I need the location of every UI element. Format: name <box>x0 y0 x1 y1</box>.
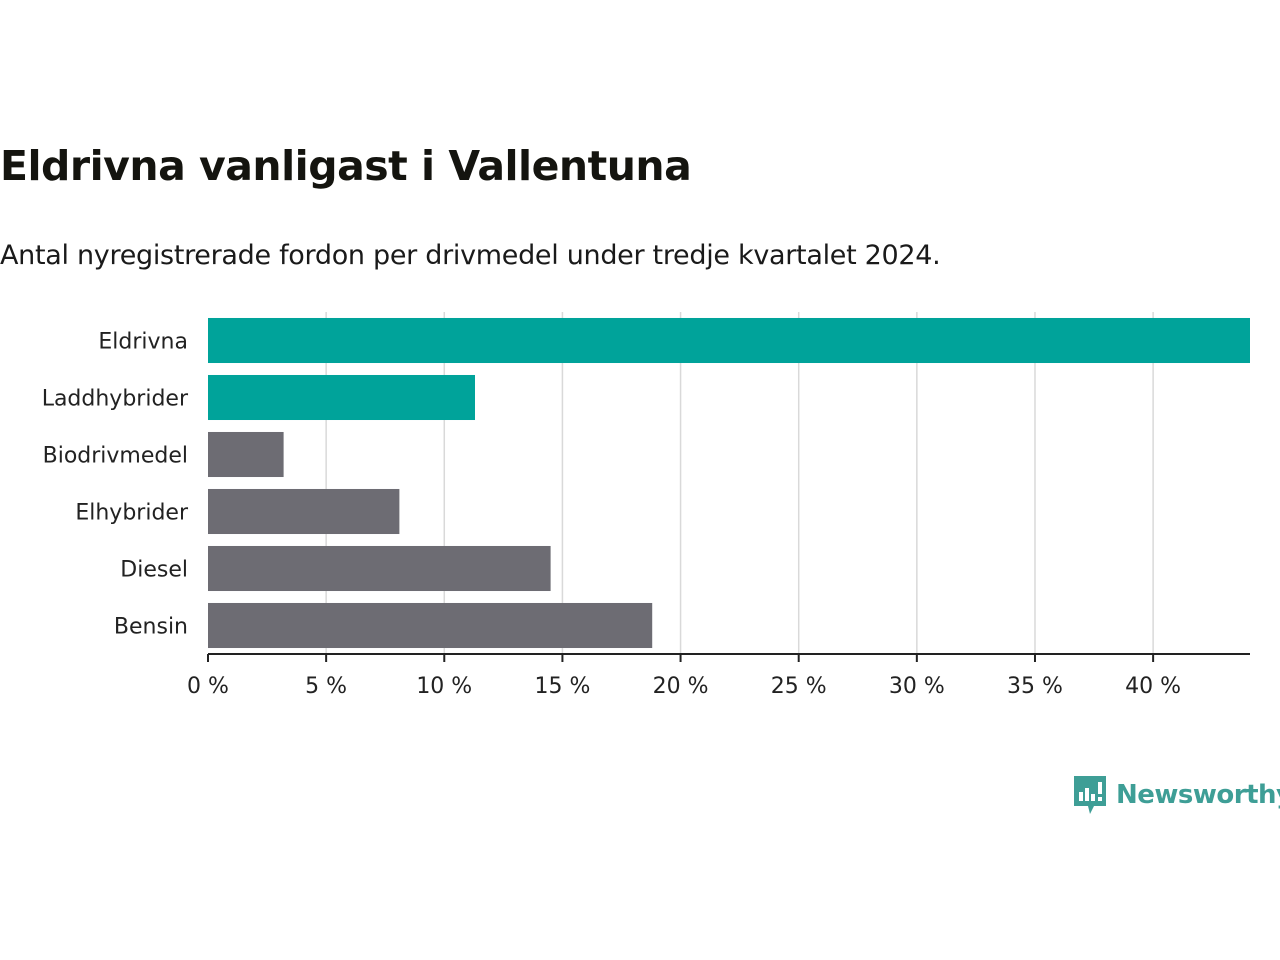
category-label: Diesel <box>120 558 188 583</box>
bar-diesel <box>208 545 551 592</box>
x-tick-label: 40 % <box>1125 674 1181 699</box>
bar-eldrivna <box>208 317 1250 364</box>
x-axis: 0 % 5 % 10 % 15 % 20 % 25 % 30 % 35 % 40 % <box>187 653 1250 699</box>
chart-title: Eldrivna vanligast i Vallentuna <box>0 142 692 190</box>
x-tick-label: 25 % <box>771 674 827 699</box>
bar-laddhybrider <box>208 374 475 421</box>
x-tick-label: 0 % <box>187 674 229 699</box>
category-label: Elhybrider <box>75 501 189 526</box>
bars <box>208 317 1250 649</box>
x-tick-label: 20 % <box>653 674 709 699</box>
bar-elhybrider <box>208 488 400 535</box>
gridlines <box>325 312 1154 654</box>
bar-bensin <box>208 602 653 649</box>
category-label: Bensin <box>114 615 188 640</box>
bar-biodrivmedel <box>208 431 284 478</box>
category-label: Laddhybrider <box>42 387 189 412</box>
category-label: Eldrivna <box>98 330 188 355</box>
category-labels: Eldrivna Laddhybrider Biodrivmedel Elhybrid… <box>42 330 189 640</box>
x-tick-label: 15 % <box>534 674 590 699</box>
x-tick-label: 10 % <box>416 674 472 699</box>
x-tick-label: 30 % <box>889 674 945 699</box>
newsworthy-logo: Newsworthy <box>1072 774 1280 816</box>
category-label: Biodrivmedel <box>43 444 188 469</box>
x-tick-label: 5 % <box>305 674 347 699</box>
x-tick-label: 35 % <box>1007 674 1063 699</box>
chart-subtitle: Antal nyregistrerade fordon per drivmede… <box>0 240 941 271</box>
brand-name: Newsworthy <box>1116 780 1280 810</box>
newsworthy-chart-icon <box>1074 776 1106 814</box>
